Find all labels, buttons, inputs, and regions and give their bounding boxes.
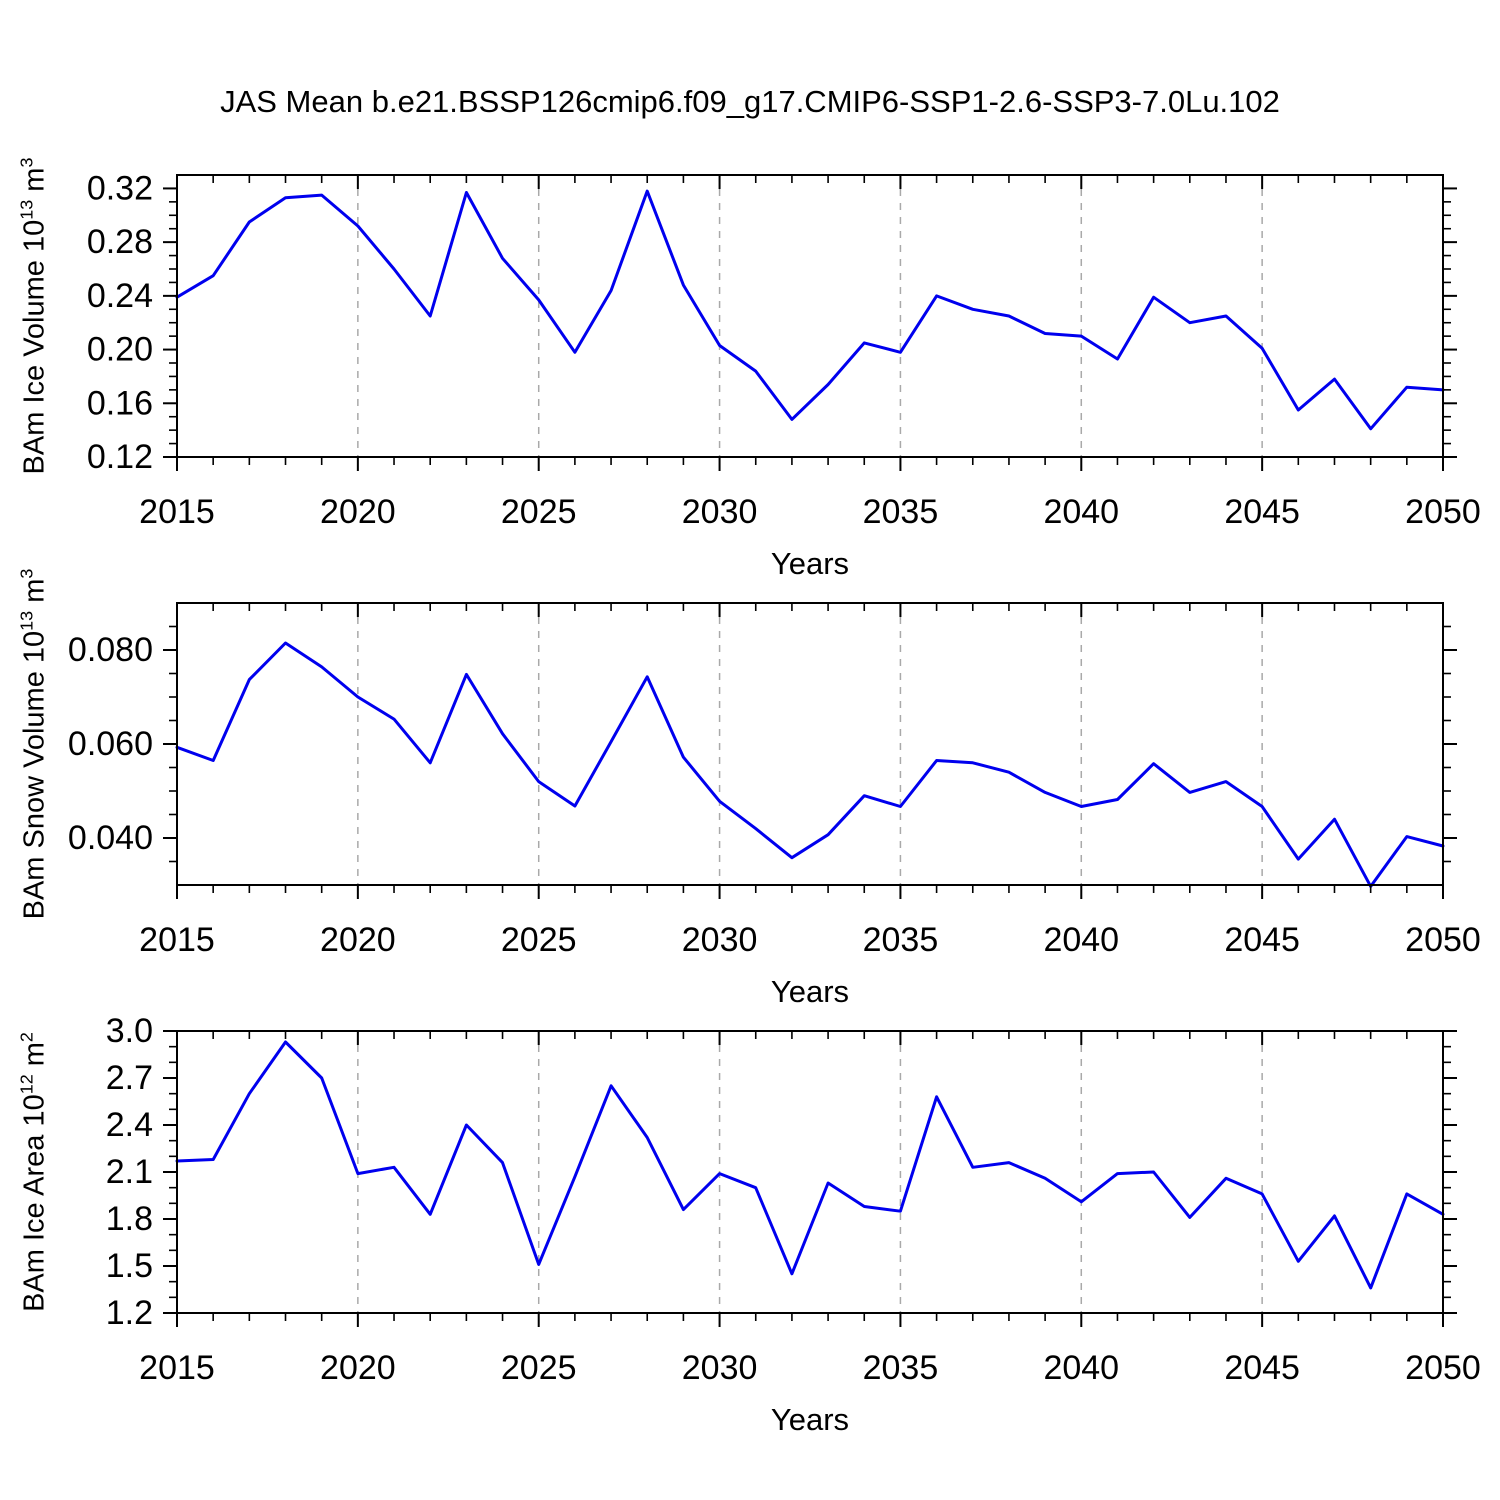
x-tick-label: 2015: [139, 921, 215, 959]
plot-frame: [176, 602, 1444, 886]
y-tick-label: 0.040: [68, 819, 153, 857]
x-tick-label: 2040: [1043, 493, 1119, 531]
x-tick-label: 2035: [863, 1349, 939, 1387]
panel-snow-volume: 2015 2020 2025 2030 2035 2040 2045 2050 0.040 0.0…: [68, 602, 1481, 959]
y-tick-label: 1.2: [106, 1294, 153, 1332]
panel-ice-area: 2015 2020 2025 2030 2035 2040 2045 2050 1.2 1.5 1.…: [106, 1012, 1481, 1387]
y-tick-label: 0.060: [68, 725, 153, 763]
y-tick-label: 0.24: [87, 277, 153, 315]
panel-ice-volume: 2015 2020 2025 2030 2035 2040 2045 2050 0.12 0.16…: [87, 169, 1481, 531]
x-axis-title-panel-2: Years: [770, 974, 850, 1009]
x-tick-label: 2025: [501, 493, 577, 531]
y-tick-label: 0.080: [68, 631, 153, 669]
x-tick-label: 2025: [501, 1349, 577, 1387]
y-tick-label: 2.4: [106, 1106, 153, 1144]
x-tick-label: 2040: [1043, 921, 1119, 959]
snow-volume-line: [175, 641, 1445, 888]
x-tick-label: 2045: [1224, 1349, 1300, 1387]
y-tick-label: 2.1: [106, 1153, 153, 1191]
x-tick-label: 2040: [1043, 1349, 1119, 1387]
x-tick-label: 2035: [863, 921, 939, 959]
x-tick-label: 2020: [320, 921, 396, 959]
y-tick-label: 2.7: [106, 1059, 153, 1097]
x-tick-label: 2020: [320, 1349, 396, 1387]
x-tick-label: 2030: [682, 493, 758, 531]
y-tick-label: 0.20: [87, 331, 153, 369]
x-tick-label: 2030: [682, 1349, 758, 1387]
x-tick-label: 2015: [139, 493, 215, 531]
y-tick-label: 0.32: [87, 169, 153, 207]
ice-area-line: [175, 1040, 1445, 1290]
y-tick-label: 1.8: [106, 1200, 153, 1238]
x-tick-label: 2025: [501, 921, 577, 959]
y-tick-label: 0.28: [87, 223, 153, 261]
figure-title: JAS Mean b.e21.BSSP126cmip6.f09_g17.CMIP…: [220, 84, 1280, 119]
ice-volume-line: [175, 189, 1445, 431]
x-tick-label: 2030: [682, 921, 758, 959]
x-tick-label: 2050: [1405, 493, 1481, 531]
x-tick-label: 2015: [139, 1349, 215, 1387]
x-axis-title-panel-3: Years: [770, 1402, 850, 1437]
x-tick-label: 2035: [863, 493, 939, 531]
x-tick-label: 2045: [1224, 921, 1300, 959]
y-tick-label: 1.5: [106, 1247, 153, 1285]
y-tick-label: 0.12: [87, 438, 153, 476]
x-tick-label: 2045: [1224, 493, 1300, 531]
x-axis-title-panel-1: Years: [770, 546, 850, 581]
y-tick-label: 0.16: [87, 384, 153, 422]
x-tick-label: 2050: [1405, 921, 1481, 959]
y-tick-label: 3.0: [106, 1012, 153, 1050]
plot-frame: [176, 174, 1444, 458]
x-tick-label: 2050: [1405, 1349, 1481, 1387]
x-tick-label: 2020: [320, 493, 396, 531]
